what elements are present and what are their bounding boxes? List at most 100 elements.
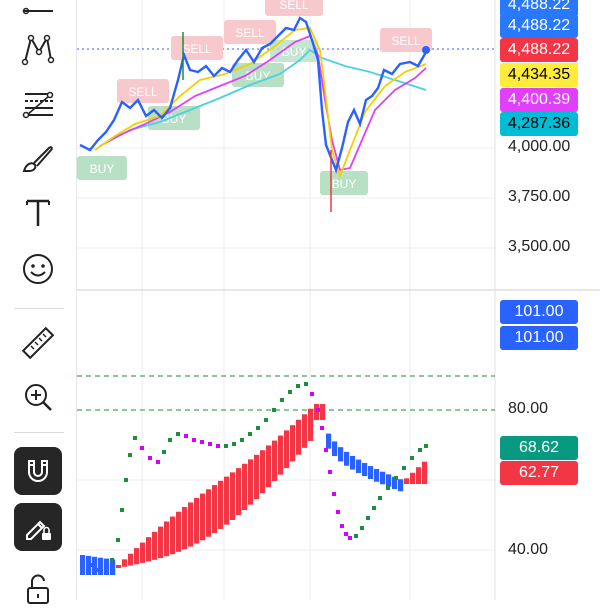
osc-tick: 80.00 bbox=[508, 400, 549, 417]
histogram-bar bbox=[380, 471, 386, 485]
oscillator-dot bbox=[124, 478, 128, 482]
osc-green-label: 68.62 bbox=[500, 436, 578, 460]
oscillator-dot bbox=[148, 456, 152, 460]
histogram-bar bbox=[116, 565, 122, 568]
histogram-bar bbox=[260, 450, 266, 494]
histogram-bar bbox=[236, 468, 242, 516]
oscillator-dot bbox=[354, 534, 358, 538]
oscillator-dot bbox=[104, 566, 108, 570]
horizontal-line-icon bbox=[22, 7, 53, 15]
oscillator-dot bbox=[192, 438, 196, 442]
histogram-bar bbox=[254, 454, 260, 500]
emoji-tool[interactable] bbox=[8, 244, 68, 294]
sell-signal-label: SELL bbox=[235, 26, 265, 40]
last-price-label: 4,488.22 bbox=[500, 38, 578, 62]
brush-tool[interactable] bbox=[8, 134, 68, 184]
histogram-bar bbox=[404, 478, 410, 484]
lock-drawings-tool[interactable] bbox=[8, 502, 68, 552]
oscillator-dot bbox=[176, 432, 180, 436]
osc-red-label: 62.77 bbox=[500, 461, 578, 485]
emoji-icon bbox=[23, 254, 53, 284]
horizontal-line-tool[interactable] bbox=[8, 0, 68, 36]
path-pattern-icon bbox=[21, 34, 55, 66]
histogram-bar bbox=[134, 548, 140, 565]
oscillator-dot bbox=[232, 442, 236, 446]
oscillator-dot bbox=[248, 432, 252, 436]
price-tick: 3,500.00 bbox=[508, 238, 571, 255]
histogram-bar bbox=[350, 455, 356, 470]
oscillator-dot bbox=[360, 526, 364, 530]
pattern-tool[interactable] bbox=[8, 24, 68, 74]
histogram-bar bbox=[356, 459, 362, 473]
sell-signal-box bbox=[265, 0, 323, 16]
lock-drawing-icon bbox=[26, 520, 51, 540]
histogram-bar bbox=[386, 474, 392, 487]
histogram-bar bbox=[332, 441, 338, 457]
histogram-bar bbox=[272, 440, 278, 481]
histogram-bar bbox=[224, 476, 230, 525]
price-tick: 3,750.00 bbox=[508, 188, 571, 205]
drawing-toolbar bbox=[0, 0, 77, 604]
histogram-bar bbox=[194, 497, 200, 544]
osc-label: 101.00 bbox=[500, 326, 578, 350]
fib-tool[interactable] bbox=[8, 80, 68, 130]
chart-canvas[interactable]: SELL SELL SELL SELL SELL BUY BUY BUY BUY… bbox=[77, 0, 600, 600]
sell-signal-label: SELL bbox=[128, 85, 158, 99]
sell-signal-box bbox=[117, 79, 169, 103]
price-label: 4,488.22 bbox=[500, 14, 578, 38]
price-label: 4,488.22 bbox=[500, 0, 578, 17]
last-price-dot bbox=[422, 46, 430, 54]
oscillator-dot bbox=[280, 398, 284, 402]
signal-markers: SELL SELL SELL SELL SELL BUY BUY BUY BUY… bbox=[77, 0, 432, 195]
oscillator-dot bbox=[394, 476, 398, 480]
oscillator-dot bbox=[162, 450, 166, 454]
sell-signal-box bbox=[380, 28, 432, 52]
magnet-tool[interactable] bbox=[8, 446, 68, 496]
unlock-icon bbox=[27, 574, 49, 604]
histogram-bar bbox=[290, 425, 296, 462]
toolbar-divider bbox=[14, 432, 64, 433]
oscillator-dot bbox=[324, 448, 328, 452]
histogram-bar bbox=[80, 555, 86, 575]
sell-signal-label: SELL bbox=[279, 0, 309, 12]
magnet-icon bbox=[28, 460, 48, 482]
sell-signal-box bbox=[224, 20, 276, 44]
text-icon bbox=[26, 199, 50, 226]
ma-cyan-line bbox=[99, 48, 427, 147]
osc-tick: 40.00 bbox=[508, 541, 549, 558]
buy-signal-box bbox=[320, 171, 368, 195]
oscillator-dot bbox=[320, 426, 324, 430]
text-tool[interactable] bbox=[8, 188, 68, 238]
histogram-bar bbox=[338, 447, 344, 462]
unlock-tool[interactable] bbox=[8, 564, 68, 614]
oscillator-dot bbox=[120, 508, 124, 512]
toolbar-divider bbox=[14, 308, 64, 309]
histogram-bar bbox=[92, 556, 98, 575]
oscillator-dot bbox=[386, 486, 390, 490]
price-line bbox=[79, 16, 428, 174]
oscillator-dot bbox=[272, 408, 276, 412]
sell-signal-label: SELL bbox=[182, 42, 212, 56]
histogram-bar bbox=[182, 507, 188, 550]
oscillator-dot bbox=[316, 408, 320, 412]
histogram-bar bbox=[230, 472, 236, 521]
ruler-tool[interactable] bbox=[8, 318, 68, 368]
buy-signal-label: BUY bbox=[332, 177, 357, 191]
histogram-bar bbox=[398, 479, 404, 492]
histogram-bar bbox=[170, 516, 176, 555]
histogram-bar bbox=[410, 472, 416, 484]
histogram-bar bbox=[98, 557, 104, 575]
histogram-bar bbox=[296, 419, 302, 455]
oscillator-dot bbox=[80, 558, 84, 562]
histogram-bar bbox=[188, 502, 194, 547]
zoom-tool[interactable] bbox=[8, 372, 68, 422]
ma-magenta-label: 4,400.39 bbox=[500, 88, 578, 112]
oscillator-dot bbox=[208, 442, 212, 446]
histogram-bar bbox=[110, 559, 116, 575]
oscillator-dot bbox=[372, 506, 376, 510]
ma-yellow-label: 4,434.35 bbox=[500, 63, 578, 87]
histogram-bar bbox=[218, 480, 224, 529]
oscillator-dot bbox=[224, 444, 228, 448]
oscillator-dot bbox=[348, 536, 352, 540]
zoom-in-icon bbox=[25, 384, 52, 411]
